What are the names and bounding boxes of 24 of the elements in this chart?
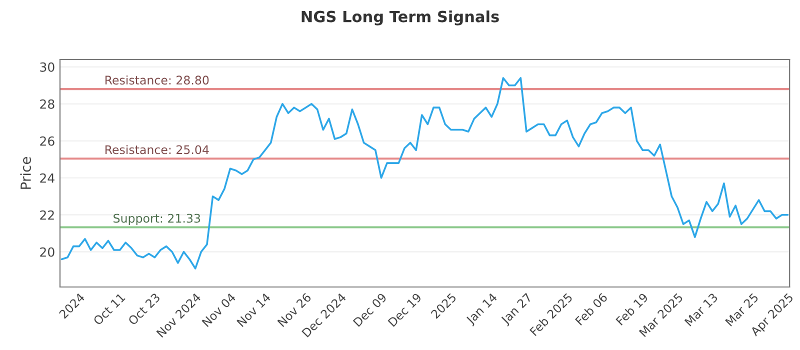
x-tick-label: Feb 06 bbox=[574, 292, 608, 326]
line-series bbox=[60, 77, 789, 270]
x-tick-label: Jan 14 bbox=[465, 292, 500, 326]
x-tick-label: Nov 04 bbox=[202, 292, 236, 328]
x-tick-label: Jan 27 bbox=[500, 292, 534, 326]
y-tick-label: 20 bbox=[40, 247, 54, 257]
x-tick-label: Feb 19 bbox=[615, 292, 649, 326]
y-tick-label: 28 bbox=[40, 99, 54, 109]
y-axis-title: Price bbox=[20, 157, 31, 189]
ref-line-label: Resistance: 28.80 bbox=[105, 75, 209, 85]
ref-line-label: Support: 21.33 bbox=[114, 214, 200, 226]
ref-line-label: Resistance: 25.04 bbox=[105, 144, 209, 154]
y-tick-label: 24 bbox=[40, 173, 54, 183]
x-tick-label: Oct 11 bbox=[92, 292, 126, 326]
x-tick-label: Mar 25 bbox=[724, 292, 759, 327]
x-tick-label: Oct 23 bbox=[128, 292, 160, 326]
y-tick-label: 30 bbox=[40, 62, 54, 72]
x-tick-label: Dec 09 bbox=[352, 292, 388, 327]
y-tick-label: 22 bbox=[40, 210, 54, 220]
y-tick-label: 26 bbox=[40, 136, 54, 146]
x-tick-label: Nov 14 bbox=[236, 292, 272, 328]
x-tick-label: Mar 13 bbox=[684, 292, 718, 327]
x-tick-label: Dec 19 bbox=[388, 292, 422, 327]
chart-title: NGS Long Term Signals bbox=[302, 10, 499, 26]
